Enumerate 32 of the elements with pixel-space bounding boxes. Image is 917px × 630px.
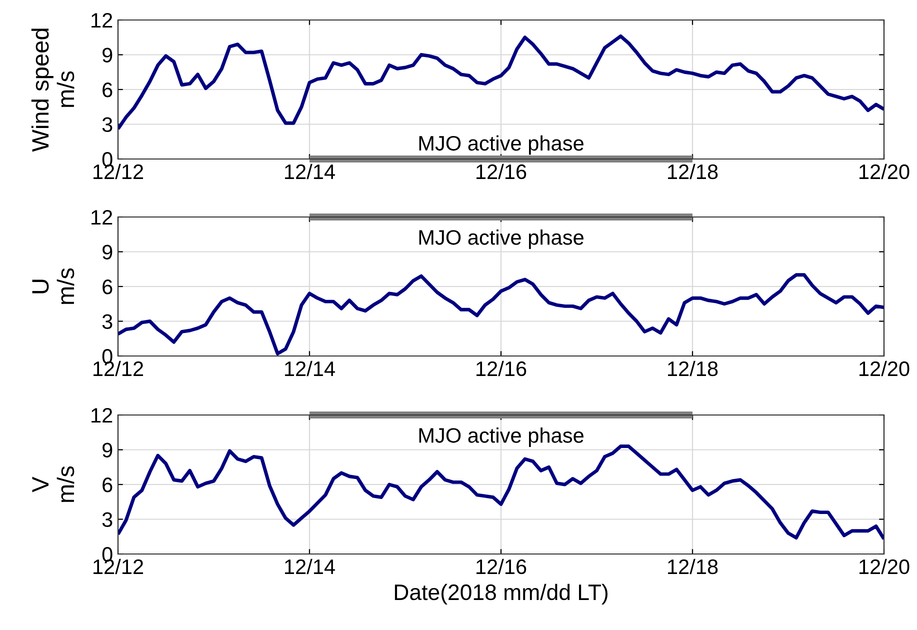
y-axis-title: U m/s: [32, 268, 74, 304]
y-tick-label: 6: [102, 478, 112, 492]
x-tick-label: 12/18: [668, 164, 718, 180]
x-tick-label: 12/16: [476, 164, 526, 180]
y-tick-label: 12: [92, 408, 112, 423]
y-tick-label: 9: [102, 442, 112, 458]
x-axis-title: Date(2018 mm/dd LT): [394, 584, 608, 605]
line-series: [118, 34, 884, 131]
x-tick-label: 12/14: [285, 164, 335, 180]
y-tick-label: 6: [102, 280, 112, 294]
y-tick-label: 3: [102, 512, 112, 528]
x-tick-label: 12/20: [860, 558, 910, 574]
y-tick-label: 3: [102, 314, 112, 330]
x-tick-label: 12/18: [668, 558, 718, 574]
y-axis-title: Wind speed m/s: [31, 28, 74, 152]
x-tick-label: 12/14: [285, 558, 335, 574]
y-tick-label: 3: [102, 117, 112, 132]
y-tick-label: 12: [92, 210, 112, 225]
series-label: MJO active phase: [419, 135, 584, 155]
x-tick-label: 12/20: [860, 360, 910, 376]
y-tick-label: 6: [102, 82, 112, 98]
series-label: MJO active phase: [419, 230, 584, 249]
x-tick-label: 12/14: [285, 360, 335, 376]
x-tick-label: 12/16: [476, 360, 526, 376]
x-tick-label: 12/16: [476, 558, 526, 574]
x-tick-label: 12/20: [860, 164, 910, 180]
y-axis-title: V m/s: [32, 466, 74, 502]
x-tick-label: 12/18: [668, 360, 718, 376]
y-tick-label: 12: [92, 13, 112, 28]
y-tick-label: 9: [102, 244, 112, 260]
y-tick-label: 9: [102, 48, 112, 63]
series-label: MJO active phase: [419, 428, 584, 447]
